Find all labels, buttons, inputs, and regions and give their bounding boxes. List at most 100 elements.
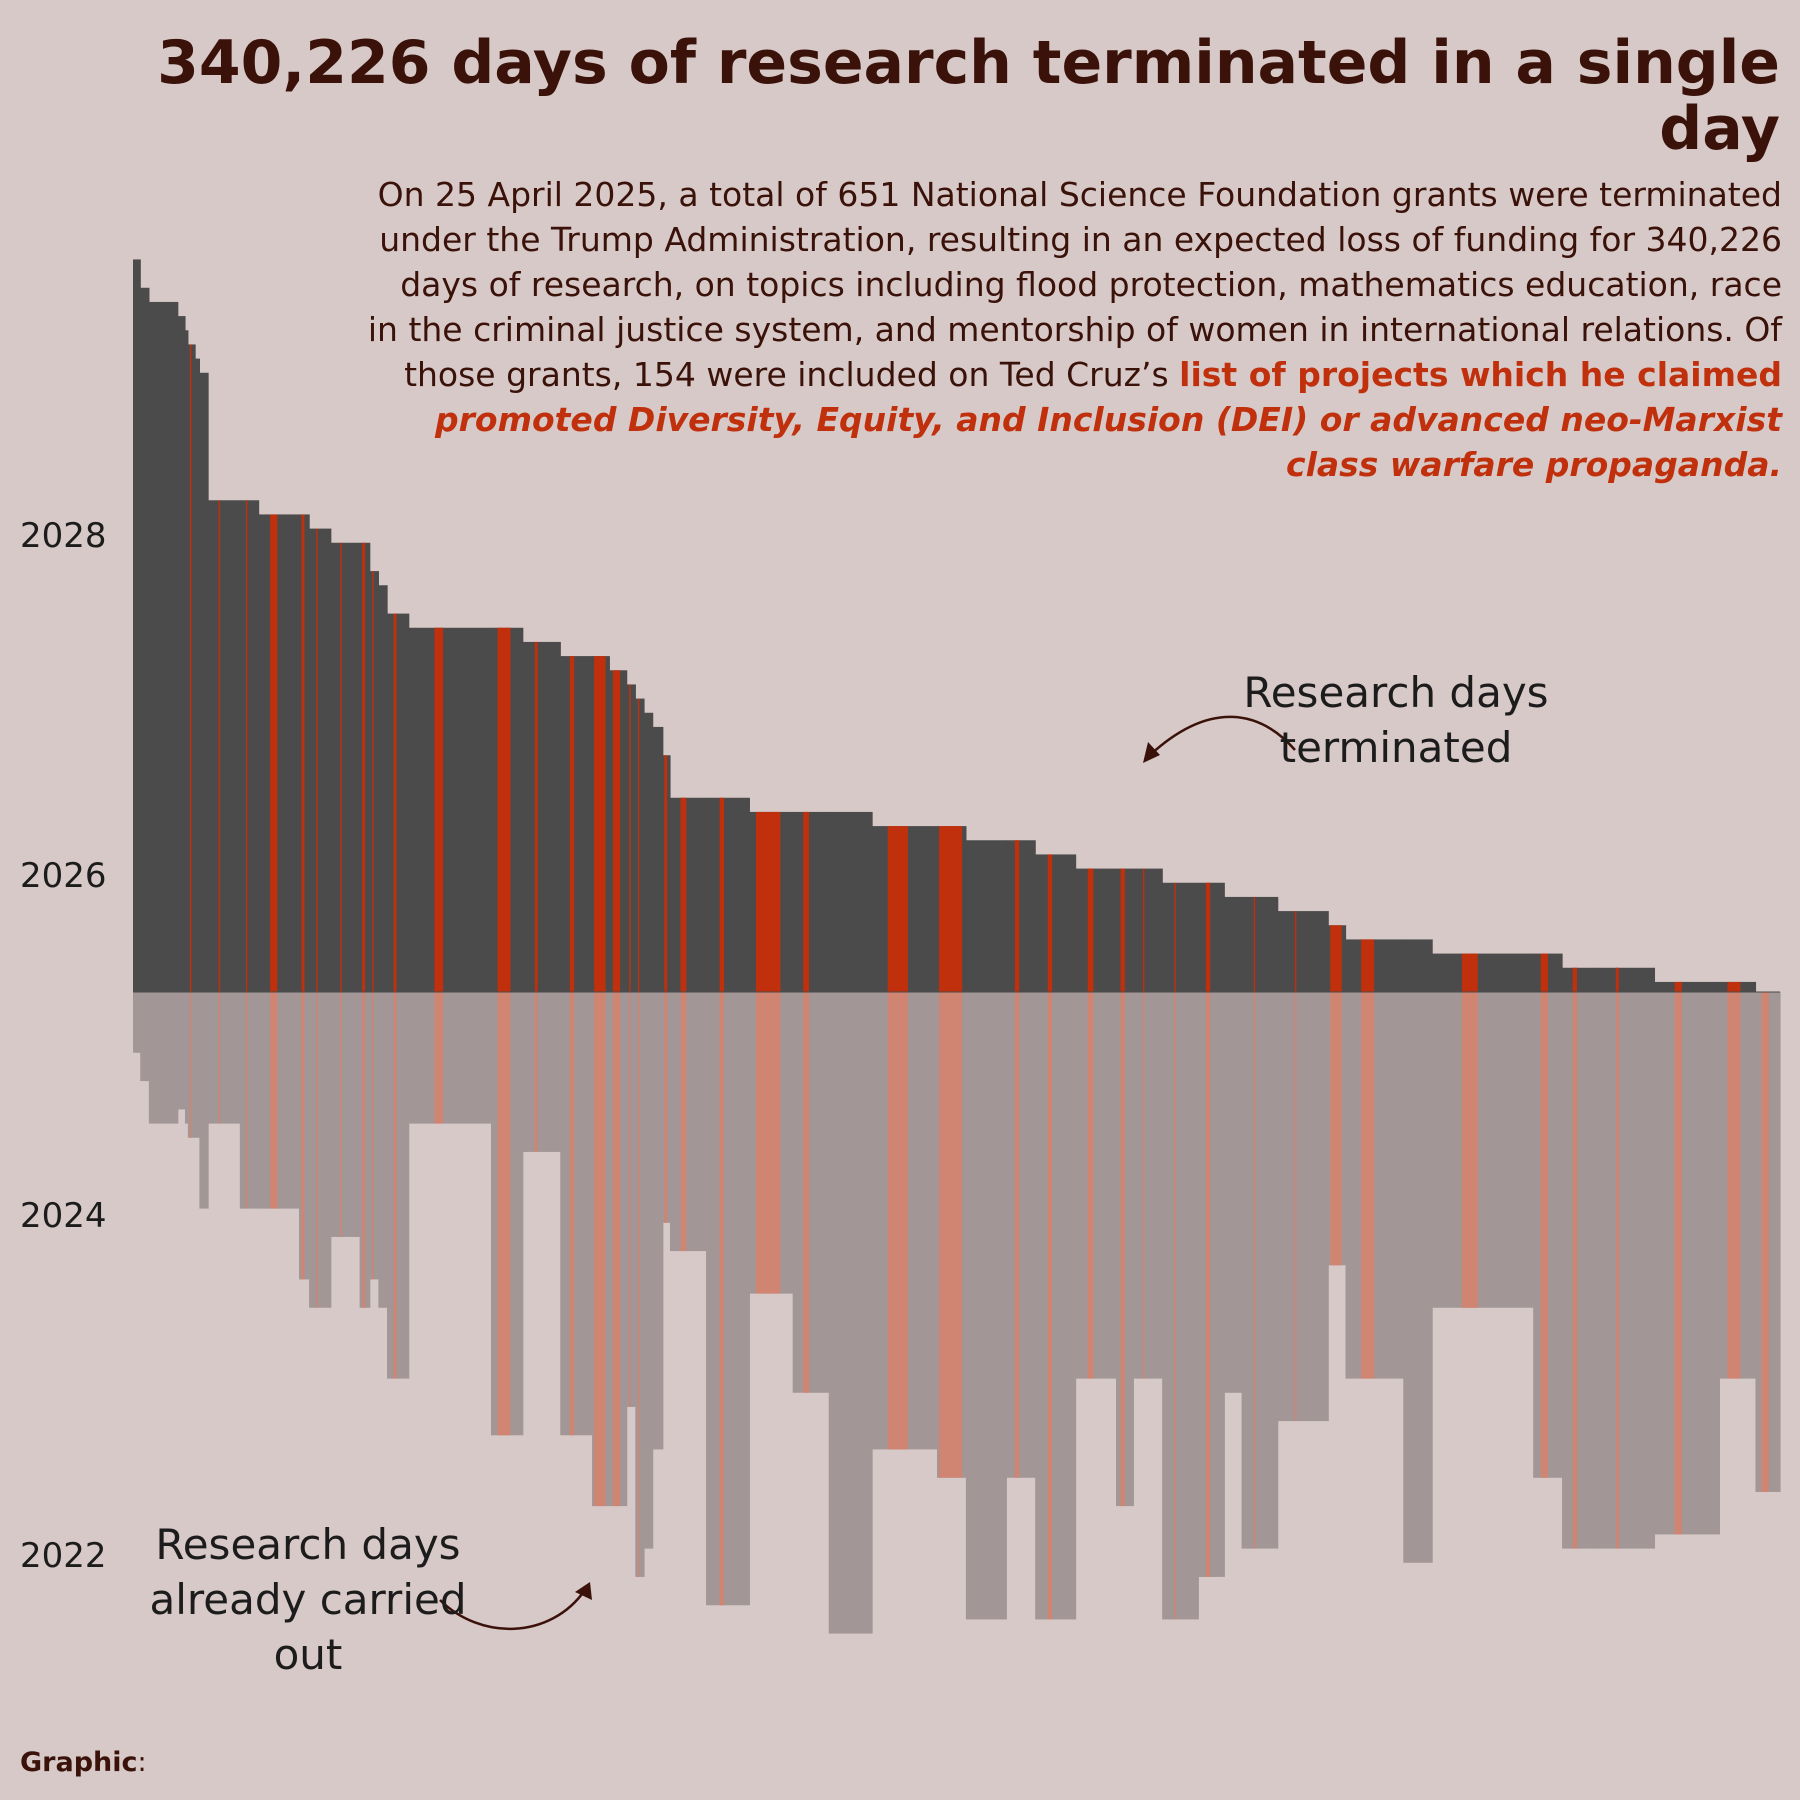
- dei-terminated-bar: [1253, 896, 1256, 992]
- terminated-bar: [828, 811, 873, 992]
- dei-terminated-bar: [569, 656, 575, 992]
- carried-out-bar: [208, 992, 241, 1124]
- subtitle-text: On 25 April 2025, a total of 651 Nationa…: [367, 175, 1782, 394]
- dei-carried-out-bar: [434, 992, 444, 1124]
- terminated-bar: [652, 726, 664, 992]
- dei-carried-out-bar: [362, 992, 366, 1308]
- terminated-bar: [965, 840, 1007, 992]
- dei-carried-out-bar: [497, 992, 511, 1436]
- carried-out-bar: [378, 992, 388, 1308]
- subtitle-highlight-italic[interactable]: promoted Diversity, Equity, and Inclusio…: [435, 400, 1782, 484]
- carried-out-bar: [1198, 992, 1225, 1577]
- carried-out-bar: [1277, 992, 1329, 1422]
- carried-out-bar: [1403, 992, 1433, 1563]
- dei-carried-out-bar: [270, 992, 278, 1209]
- dei-terminated-bar: [316, 528, 318, 992]
- dei-carried-out-bar: [1205, 992, 1211, 1577]
- dei-terminated-bar: [755, 811, 781, 992]
- dei-terminated-bar: [1142, 868, 1145, 992]
- dei-terminated-bar: [1461, 953, 1478, 992]
- dei-carried-out-bar: [340, 992, 342, 1237]
- dei-terminated-bar: [629, 684, 631, 992]
- carried-out-bar: [792, 992, 830, 1393]
- dei-terminated-bar: [340, 542, 342, 992]
- terminated-bar: [1654, 981, 1720, 992]
- dei-carried-out-bar: [1361, 992, 1375, 1379]
- dei-terminated-bar: [939, 826, 963, 992]
- terminated-bar: [635, 698, 645, 992]
- y-tick-label: 2028: [20, 515, 107, 556]
- dei-terminated-bar: [1727, 981, 1741, 992]
- terminated-bar: [1006, 840, 1036, 992]
- dei-carried-out-bar: [1174, 992, 1176, 1620]
- dei-carried-out-bar: [1461, 992, 1478, 1308]
- carried-out-bar: [177, 992, 186, 1110]
- terminated-bar: [1596, 967, 1656, 992]
- dei-carried-out-bar: [803, 992, 810, 1393]
- graphic-credit: Graphic:: [20, 1747, 147, 1778]
- carried-out-bar: [669, 992, 707, 1252]
- terminated-bar: [1241, 896, 1279, 992]
- carried-out-bar: [369, 992, 379, 1280]
- dei-terminated-bar: [637, 698, 640, 992]
- terminated-bar: [148, 301, 179, 992]
- arrowhead-carried-icon: [575, 1582, 592, 1600]
- terminated-bars: [133, 259, 1757, 993]
- carried-out-bar: [652, 992, 664, 1450]
- dei-terminated-bar: [887, 826, 908, 992]
- terminated-bar: [706, 797, 750, 992]
- dei-terminated-bar: [1120, 868, 1125, 992]
- dei-carried-out-bar: [301, 992, 305, 1280]
- dei-terminated-bar: [218, 500, 221, 992]
- terminated-bar: [626, 684, 636, 992]
- carried-out-bar: [828, 992, 873, 1634]
- terminated-bar: [408, 627, 492, 992]
- dei-carried-out-bar: [189, 992, 192, 1138]
- carried-out-bar: [1116, 992, 1134, 1507]
- dei-terminated-bar: [497, 627, 511, 992]
- dei-terminated-bar: [362, 542, 366, 992]
- terminated-bar: [387, 613, 410, 992]
- terminated-bar: [669, 797, 707, 992]
- terminated-bar: [1198, 882, 1225, 992]
- dei-terminated-bar: [534, 641, 538, 992]
- terminated-bar: [184, 330, 189, 992]
- carried-out-bar: [965, 992, 1007, 1620]
- credit-label: Graphic: [20, 1747, 138, 1778]
- terminated-bar: [1277, 911, 1329, 992]
- carried-out-bar: [522, 992, 561, 1152]
- carried-out-bar: [258, 992, 300, 1209]
- dei-carried-out-bar: [1674, 992, 1682, 1535]
- terminated-bar: [133, 259, 141, 992]
- dei-carried-out-bar: [1761, 992, 1769, 1492]
- dei-terminated-bar: [664, 755, 668, 992]
- terminated-bar: [1162, 882, 1199, 992]
- terminated-bar: [1224, 896, 1243, 992]
- terminated-bar: [1562, 967, 1598, 992]
- dei-carried-out-bar: [569, 992, 575, 1436]
- carried-out-bar: [309, 992, 332, 1308]
- arrowhead-terminated-icon: [1143, 742, 1160, 763]
- dei-carried-out-bar: [1572, 992, 1577, 1549]
- carried-out-bar: [706, 992, 750, 1606]
- credit-suffix: :: [137, 1747, 147, 1778]
- carried-out-bar: [133, 992, 141, 1053]
- dei-terminated-bar: [1361, 939, 1375, 992]
- carried-out-bar: [140, 992, 150, 1082]
- dei-carried-out-bar: [680, 992, 687, 1252]
- dei-carried-out-bar: [637, 992, 640, 1577]
- dei-carried-out-bar: [1294, 992, 1297, 1422]
- carried-out-bar: [1035, 992, 1077, 1620]
- carried-out-bar: [184, 992, 189, 1124]
- dei-carried-out-bar: [1615, 992, 1619, 1549]
- dei-terminated-bar: [1294, 911, 1297, 992]
- subtitle-highlight[interactable]: list of projects which he claimed: [1179, 355, 1782, 394]
- dei-terminated-bar: [1014, 840, 1020, 992]
- dei-carried-out-bar: [372, 992, 374, 1280]
- dei-carried-out-bar: [1014, 992, 1020, 1478]
- dei-carried-out-bar: [316, 992, 318, 1308]
- dei-carried-out-bar: [534, 992, 538, 1152]
- dei-terminated-bar: [393, 613, 397, 992]
- dei-terminated-bar: [245, 500, 248, 992]
